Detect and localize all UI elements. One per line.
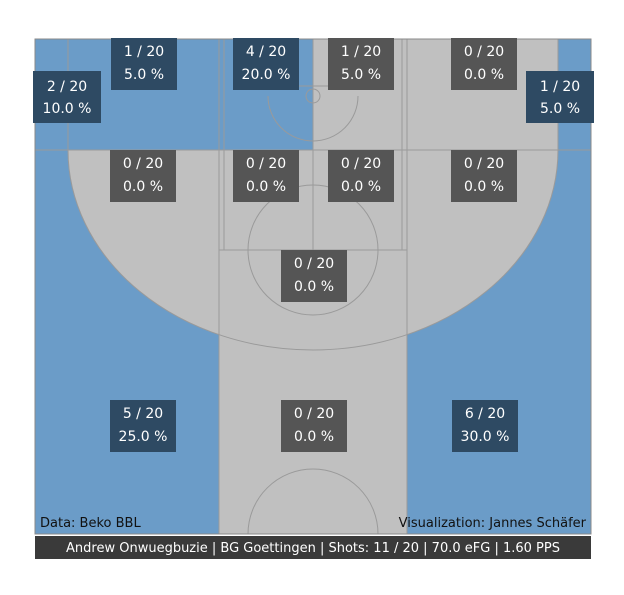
label-short-right: 0 / 20 0.0 % <box>451 38 517 90</box>
shots-label: 5 / 20 <box>123 406 163 422</box>
shots-label: 1 / 20 <box>124 44 164 60</box>
footer-summary: Andrew Onwuegbuzie | BG Goettingen | Sho… <box>66 541 560 556</box>
pct-label: 0.0 % <box>246 179 286 195</box>
shots-label: 1 / 20 <box>540 79 580 95</box>
pct-label: 10.0 % <box>43 101 92 117</box>
pct-label: 0.0 % <box>294 429 334 445</box>
label-midrange-right-wing: 0 / 20 0.0 % <box>451 150 517 202</box>
shots-label: 0 / 20 <box>341 156 381 172</box>
shots-label: 6 / 20 <box>465 406 505 422</box>
pct-label: 5.0 % <box>124 67 164 83</box>
shots-label: 1 / 20 <box>341 44 381 60</box>
pct-label: 5.0 % <box>540 101 580 117</box>
pct-label: 25.0 % <box>119 429 168 445</box>
pct-label: 0.0 % <box>341 179 381 195</box>
data-source-credit: Data: Beko BBL <box>40 516 141 531</box>
pct-label: 0.0 % <box>123 179 163 195</box>
footer-bar <box>35 536 591 559</box>
label-corner-left: 2 / 20 10.0 % <box>33 71 101 123</box>
shots-label: 0 / 20 <box>464 156 504 172</box>
pct-label: 0.0 % <box>294 279 334 295</box>
pct-label: 5.0 % <box>341 67 381 83</box>
label-paint-right: 0 / 20 0.0 % <box>328 150 394 202</box>
zone-labels: 2 / 20 10.0 % 1 / 20 5.0 % 4 / 20 20.0 %… <box>33 38 594 452</box>
shots-label: 0 / 20 <box>294 256 334 272</box>
label-midrange-left-wing: 0 / 20 0.0 % <box>110 150 176 202</box>
label-restricted-left: 4 / 20 20.0 % <box>233 38 299 90</box>
shots-label: 4 / 20 <box>246 44 286 60</box>
label-paint-left: 0 / 20 0.0 % <box>233 150 299 202</box>
visualization-credit: Visualization: Jannes Schäfer <box>399 516 587 531</box>
shots-label: 0 / 20 <box>246 156 286 172</box>
pct-label: 20.0 % <box>242 67 291 83</box>
shots-label: 2 / 20 <box>47 79 87 95</box>
label-restricted-right: 1 / 20 5.0 % <box>328 38 394 90</box>
shots-label: 0 / 20 <box>464 44 504 60</box>
pct-label: 0.0 % <box>464 179 504 195</box>
pct-label: 0.0 % <box>464 67 504 83</box>
pct-label: 30.0 % <box>461 429 510 445</box>
label-three-right: 6 / 20 30.0 % <box>452 400 518 452</box>
label-three-left: 5 / 20 25.0 % <box>110 400 176 452</box>
label-short-left: 1 / 20 5.0 % <box>111 38 177 90</box>
court-border <box>34 38 592 535</box>
label-free-throw: 0 / 20 0.0 % <box>281 250 347 302</box>
shots-label: 0 / 20 <box>294 406 334 422</box>
label-three-top: 0 / 20 0.0 % <box>281 400 347 452</box>
label-corner-right: 1 / 20 5.0 % <box>526 71 594 123</box>
shots-label: 0 / 20 <box>123 156 163 172</box>
